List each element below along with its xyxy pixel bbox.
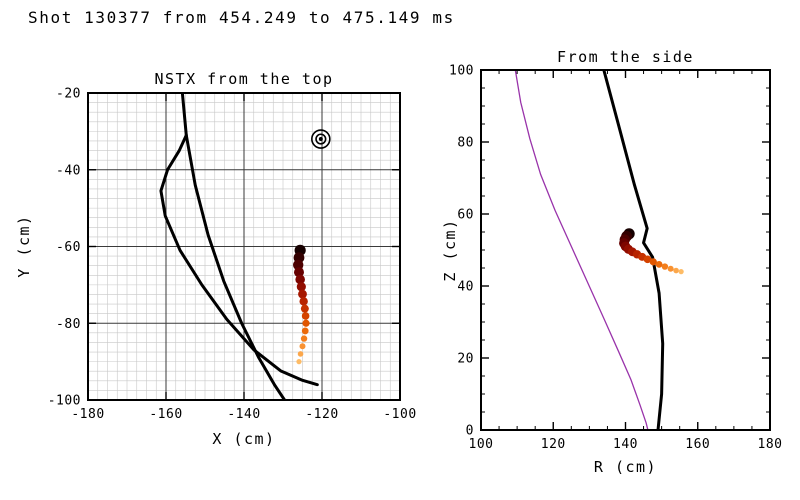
trajectory-point [649, 258, 657, 266]
plasma-boundary-line [514, 70, 649, 430]
trajectory-point [293, 259, 304, 271]
x-tick-label: 140 [613, 437, 638, 452]
trajectory-point [301, 312, 310, 320]
trajectory-point [643, 255, 652, 264]
y-tick-label: -100 [48, 394, 81, 409]
vessel-wall-line [159, 133, 319, 387]
trajectory-point [298, 289, 307, 299]
y-tick-label: 20 [457, 352, 474, 367]
minor-ticks [481, 70, 770, 430]
trajectory-point [678, 269, 684, 275]
x-tick-label: 160 [685, 437, 710, 452]
top-view-title: NSTX from the top [154, 70, 334, 88]
y-tick-label: -60 [56, 240, 81, 255]
y-tick-label: 80 [457, 136, 474, 151]
x-axis: 100 120 140 160 180 [469, 70, 783, 452]
y-tick-label: 60 [457, 208, 474, 223]
trajectory-point [296, 359, 302, 365]
x-tick-label: 180 [758, 437, 783, 452]
top-view-plot: -180 -160 -140 -120 -100 -100 -80 -60 -40 -20 [48, 87, 416, 423]
trajectory-point [667, 265, 674, 272]
x-tick-label: -100 [383, 407, 416, 422]
target-marker-inner-circle [315, 133, 327, 145]
dust-trajectory [293, 244, 310, 365]
target-marker-dot [318, 137, 323, 142]
trajectory-point [295, 274, 305, 285]
target-marker-outer-circle [311, 129, 331, 149]
y-tick-label: 0 [466, 424, 474, 439]
y-tick-label: -20 [56, 87, 81, 102]
grid-major [88, 93, 400, 400]
top-view-xlabel: X (cm) [212, 430, 276, 448]
top-view-ylabel: Y (cm) [15, 214, 33, 278]
side-view-plot: 100 120 140 160 180 0 20 40 60 80 100 [450, 64, 783, 453]
trajectory-point [302, 319, 310, 327]
trajectory-point [299, 297, 308, 306]
trajectory-point [299, 343, 306, 350]
side-view-xlabel: R (cm) [593, 458, 658, 476]
trajectory-point [301, 327, 309, 335]
trajectory-point [673, 267, 679, 274]
x-tick-label: -160 [149, 407, 182, 422]
trajectory-point [300, 304, 309, 313]
y-tick-label: 100 [450, 64, 474, 79]
plot-area [88, 93, 400, 400]
side-view-title: From the side [557, 48, 694, 66]
x-tick-label: 120 [541, 437, 566, 452]
x-tick-label: -120 [305, 407, 338, 422]
trajectory-point [296, 282, 306, 292]
trajectory-point [655, 261, 663, 268]
vessel-wall-line [602, 70, 665, 430]
y-axis: 0 20 40 60 80 100 [450, 64, 770, 439]
y-axis: -100 -80 -60 -40 -20 [48, 87, 400, 409]
x-tick-label: -140 [227, 407, 260, 422]
trajectory-point [300, 335, 308, 342]
trajectory-point [661, 263, 669, 270]
y-tick-label: 40 [457, 280, 474, 295]
vessel-wall-line [180, 93, 287, 400]
trajectory-point [293, 267, 304, 278]
x-tick-label: 100 [469, 437, 494, 452]
x-axis: -180 -160 -140 -120 -100 [71, 93, 416, 422]
y-tick-label: -80 [56, 317, 81, 332]
plot-area [514, 70, 684, 430]
trajectory-point [297, 351, 304, 357]
shot-title: Shot 130377 from 454.249 to 475.149 ms [28, 8, 455, 27]
x-tick-label: -180 [71, 407, 104, 422]
dust-trajectory [619, 228, 684, 275]
y-tick-label: -40 [56, 163, 81, 178]
side-view-ylabel: Z (cm) [441, 218, 459, 282]
target-marker [311, 129, 331, 149]
